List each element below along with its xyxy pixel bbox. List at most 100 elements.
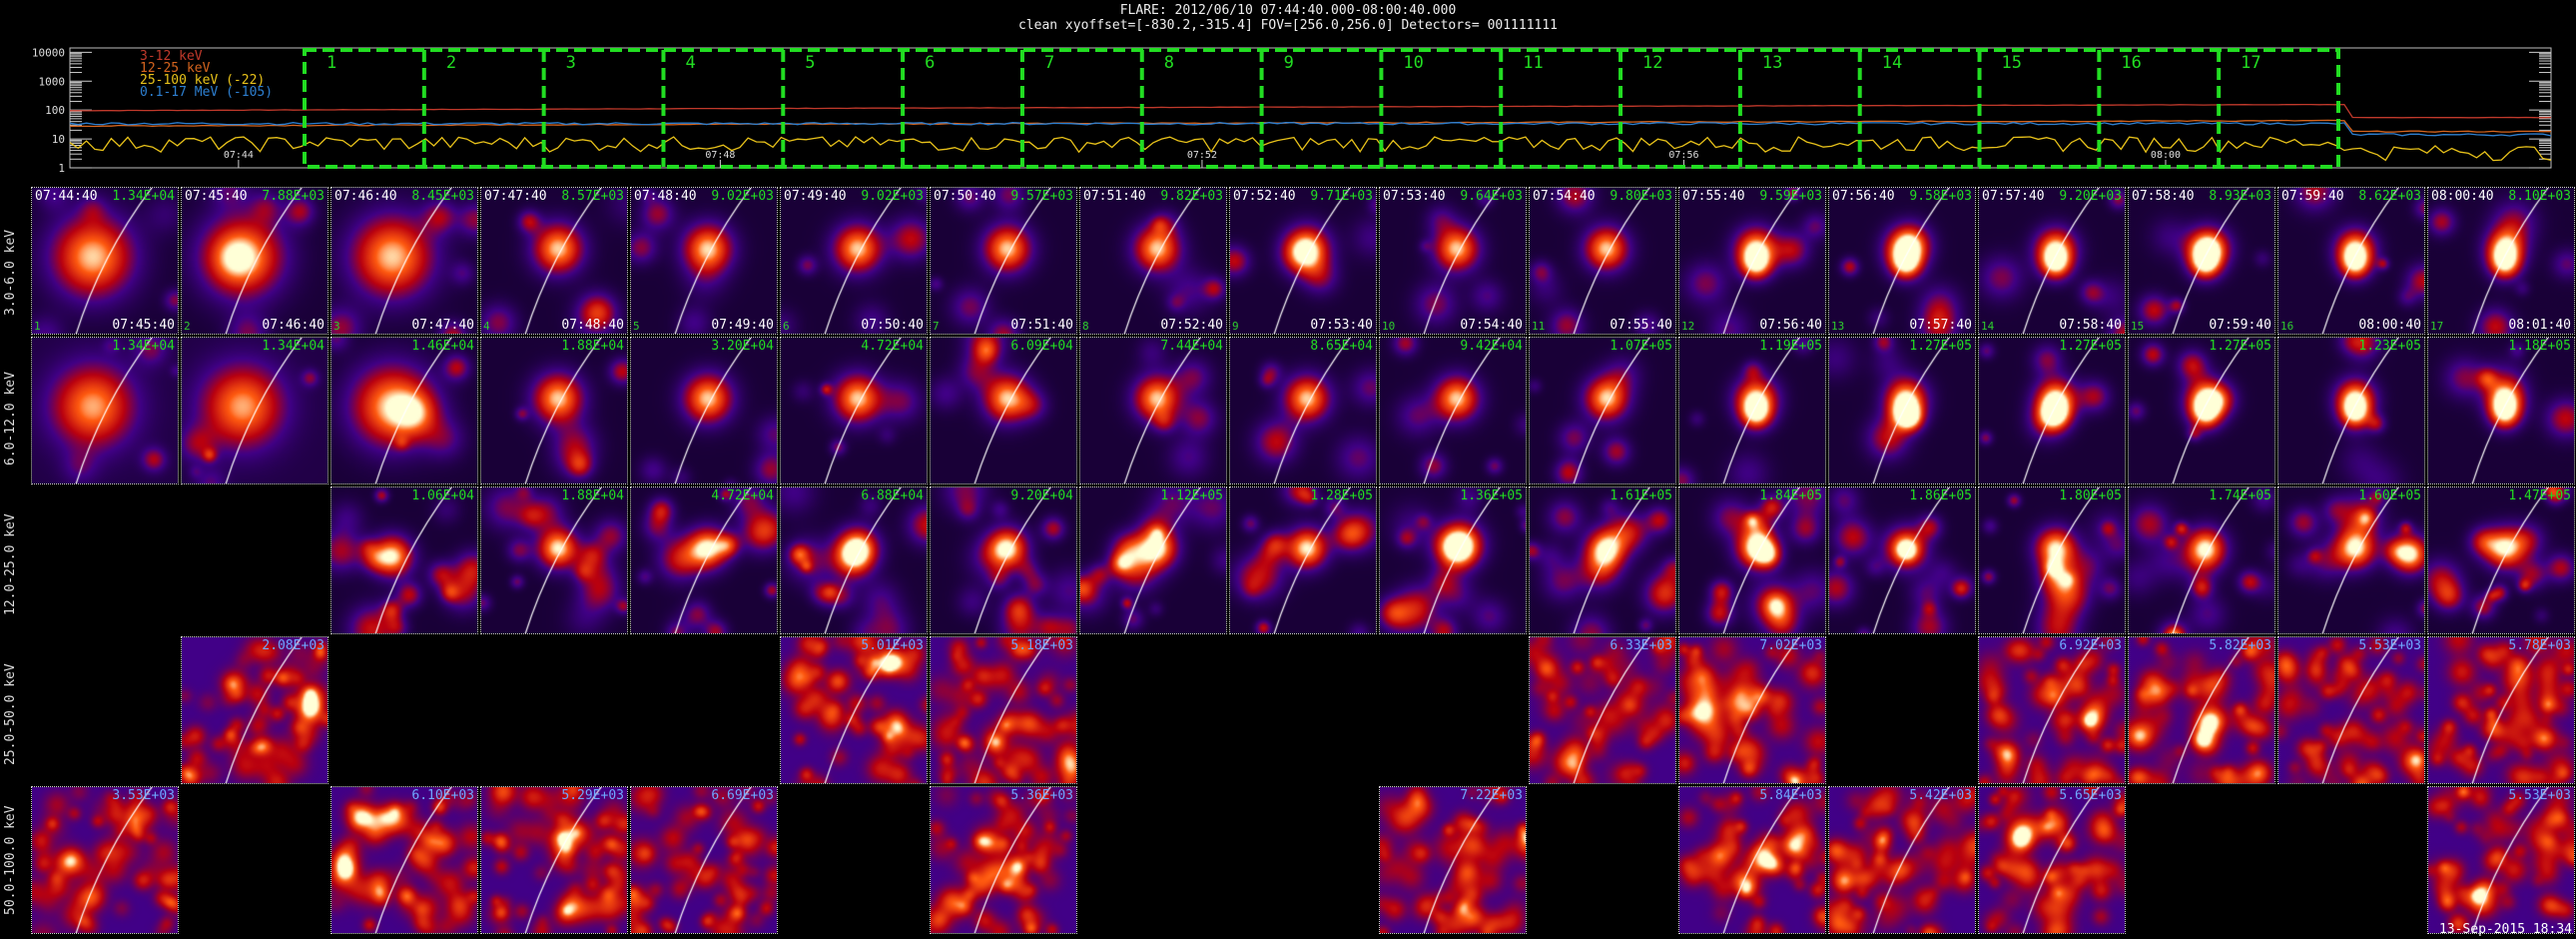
- y-tick-label: 10000: [32, 46, 65, 59]
- image-cell: 5.42E+03: [1828, 786, 1976, 934]
- image-cell: 1.18E+05: [2427, 337, 2575, 484]
- image-cell: 9.57E+03 07:50:40 07:51:40 7: [930, 187, 1077, 335]
- band-label: 3.0-6.0 keV: [3, 229, 18, 316]
- end-time: 07:58:40: [2059, 318, 2122, 333]
- image-cell: 7.44E+04: [1079, 337, 1227, 484]
- peak-value: 5.84E+03: [1759, 788, 1822, 803]
- hxr-image: [331, 338, 477, 483]
- hxr-image: [182, 338, 327, 483]
- peak-value: 7.44E+04: [1160, 339, 1223, 354]
- x-tick-label: 08:00: [2151, 150, 2181, 161]
- image-cell: 4.72E+04: [780, 337, 928, 484]
- image-cell: 3.53E+03: [31, 786, 179, 934]
- hxr-image: [1380, 787, 1526, 933]
- image-cell: 1.07E+05: [1529, 337, 1676, 484]
- peak-value: 3.20E+04: [711, 339, 774, 354]
- image-cell: 8.57E+03 07:47:40 07:48:40 4: [480, 187, 628, 335]
- peak-value: 9.42E+04: [1460, 339, 1523, 354]
- hxr-image: [781, 487, 927, 633]
- end-time: 07:59:40: [2209, 318, 2271, 333]
- hxr-image: [1080, 487, 1226, 633]
- hxr-image: [781, 637, 927, 783]
- image-cell: 6.33E+03: [1529, 636, 1676, 784]
- interval-label: 7: [1044, 53, 1054, 73]
- interval-label: 8: [1164, 53, 1174, 73]
- lightcurve-3-12kev: [70, 103, 2552, 119]
- start-time: 07:54:40: [1533, 189, 1596, 204]
- hxr-image: [1829, 338, 1975, 483]
- legend-entry: 3-12 keV: [140, 49, 203, 64]
- image-cell: 1.60E+05: [2277, 486, 2425, 634]
- peak-value: 1.23E+05: [2358, 339, 2421, 354]
- x-tick-label: 07:44: [224, 150, 254, 161]
- peak-value: 6.09E+04: [1010, 339, 1073, 354]
- interval-label: 11: [1523, 53, 1543, 73]
- plot-frame: [69, 47, 2552, 169]
- interval-label: 17: [2241, 53, 2260, 73]
- image-cell: 9.20E+04: [930, 486, 1077, 634]
- interval-label: 2: [446, 53, 456, 73]
- x-tick-label: 07:48: [705, 150, 735, 161]
- end-time: 07:56:40: [1759, 318, 1822, 333]
- peak-value: 1.47E+05: [2508, 488, 2571, 503]
- start-time: 07:47:40: [484, 189, 547, 204]
- peak-value: 9.71E+03: [1310, 189, 1373, 204]
- peak-value: 9.20E+03: [2059, 189, 2122, 204]
- interval-label: 9: [1284, 53, 1294, 73]
- peak-value: 1.27E+05: [2059, 339, 2122, 354]
- legend-entry: 0.1-17 MeV (-105): [140, 85, 273, 100]
- interval-number: 7: [933, 320, 940, 333]
- peak-value: 5.36E+03: [1010, 788, 1073, 803]
- hxr-image: [1679, 188, 1825, 334]
- image-cell: 5.53E+03: [2427, 786, 2575, 934]
- image-cell: 7.22E+03: [1379, 786, 1527, 934]
- image-cell: 1.19E+05: [1678, 337, 1826, 484]
- interval-label: 13: [1762, 53, 1782, 73]
- start-time: 07:56:40: [1832, 189, 1895, 204]
- hxr-image: [32, 787, 178, 933]
- end-time: 07:57:40: [1909, 318, 1972, 333]
- legend-entry: 25-100 keV (-22): [140, 73, 265, 88]
- peak-value: 1.19E+05: [1759, 339, 1822, 354]
- peak-value: 9.20E+04: [1010, 488, 1073, 503]
- peak-value: 1.34E+04: [262, 339, 324, 354]
- image-cell: 1.46E+04: [330, 337, 478, 484]
- end-time: 07:46:40: [262, 318, 324, 333]
- peak-value: 1.88E+04: [561, 488, 624, 503]
- hxr-image: [931, 188, 1076, 334]
- peak-value: 8.65E+04: [1310, 339, 1373, 354]
- image-cell: 1.27E+05: [2128, 337, 2275, 484]
- hxr-image: [481, 487, 627, 633]
- x-tick-label: 07:56: [1668, 150, 1698, 161]
- start-time: 07:51:40: [1083, 189, 1146, 204]
- band-label: 6.0-12.0 keV: [3, 372, 18, 466]
- image-cell: 6.88E+04: [780, 486, 928, 634]
- hxr-image: [2278, 188, 2424, 334]
- hxr-image: [781, 338, 927, 483]
- image-cell: 9.59E+03 07:55:40 07:56:40 12: [1678, 187, 1826, 335]
- y-tick-label: 1000: [39, 75, 66, 88]
- start-time: 07:52:40: [1233, 189, 1296, 204]
- image-cell: 9.64E+03 07:53:40 07:54:40 10: [1379, 187, 1527, 335]
- peak-value: 7.22E+03: [1460, 788, 1523, 803]
- hxr-image: [2428, 188, 2574, 334]
- interval-number: 12: [1681, 320, 1695, 333]
- image-cell: 1.34E+04: [31, 337, 179, 484]
- start-time: 07:48:40: [634, 189, 697, 204]
- hxr-image: [1230, 338, 1376, 483]
- image-cell: 5.78E+03: [2427, 636, 2575, 784]
- peak-value: 1.28E+05: [1310, 488, 1373, 503]
- peak-value: 1.60E+05: [2358, 488, 2421, 503]
- hxr-image: [1679, 487, 1825, 633]
- hxr-image: [1979, 487, 2125, 633]
- peak-value: 1.07E+05: [1610, 339, 1672, 354]
- interval-number: 17: [2430, 320, 2444, 333]
- y-tick-label: 10: [52, 133, 65, 146]
- hxr-image: [1080, 188, 1226, 334]
- y-tick-label: 100: [45, 104, 65, 117]
- end-time: 08:00:40: [2358, 318, 2421, 333]
- peak-value: 6.69E+03: [711, 788, 774, 803]
- image-cell: 8.10E+03 08:00:40 08:01:40 17: [2427, 187, 2575, 335]
- hxr-image: [32, 188, 178, 334]
- peak-value: 8.62E+03: [2358, 189, 2421, 204]
